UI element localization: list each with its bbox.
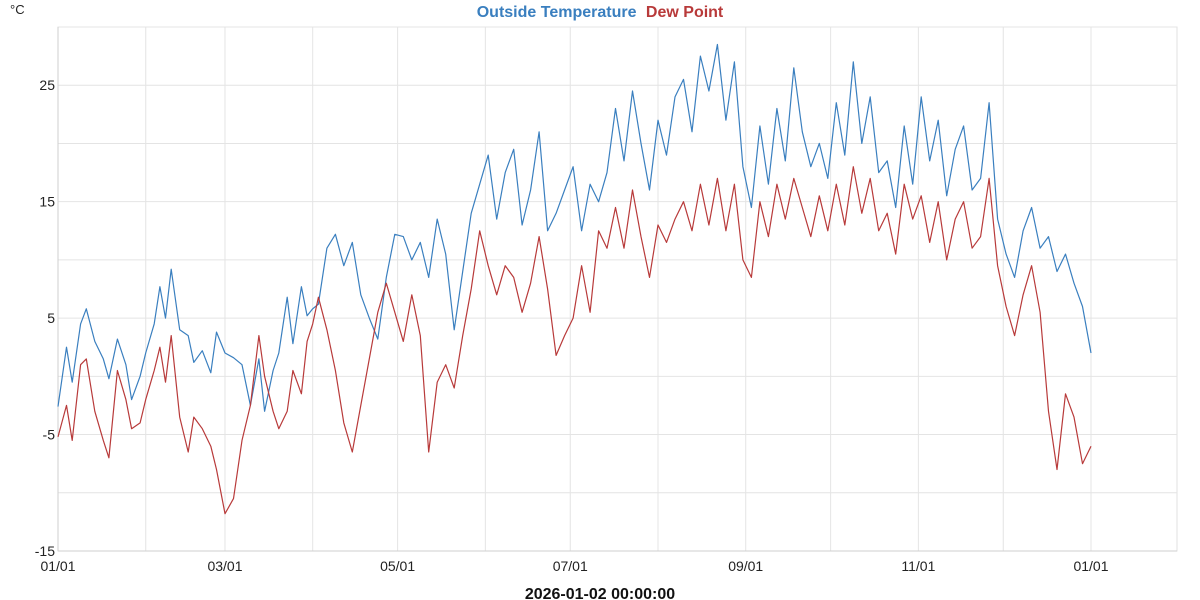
series-layer: [57, 43, 1092, 515]
x-tick-label: 03/01: [207, 558, 242, 574]
legend-outside-temperature: Outside Temperature: [477, 4, 637, 21]
x-axis-label: 2026-01-02 00:00:00: [525, 586, 675, 600]
x-tick-label: 09/01: [728, 558, 763, 574]
y-tick-label: 5: [47, 310, 55, 326]
x-tick-label: 07/01: [553, 558, 588, 574]
y-unit-label: °C: [10, 2, 25, 17]
x-tick-label: 01/01: [40, 558, 75, 574]
x-tick-label: 11/01: [901, 558, 935, 574]
y-tick-label: 25: [39, 77, 55, 93]
outside-temperature-line: [57, 43, 1092, 412]
svg-text:Outside Temperature Dew: Outside Temperature Dew Point: [477, 4, 724, 21]
dew-point-line: [57, 166, 1092, 515]
axes: [57, 27, 1177, 552]
x-tick-label: 01/01: [1073, 558, 1108, 574]
y-tick-label: 15: [39, 194, 55, 210]
y-tick-label: -15: [35, 543, 55, 559]
legend-dew-point: Dew Point: [646, 4, 724, 21]
plot-border: [57, 26, 1178, 552]
y-tick-label: -5: [43, 427, 56, 443]
grid: [57, 26, 1178, 552]
x-tick-label: 05/01: [380, 558, 415, 574]
legend: Outside Temperature Dew Point: [477, 4, 724, 21]
